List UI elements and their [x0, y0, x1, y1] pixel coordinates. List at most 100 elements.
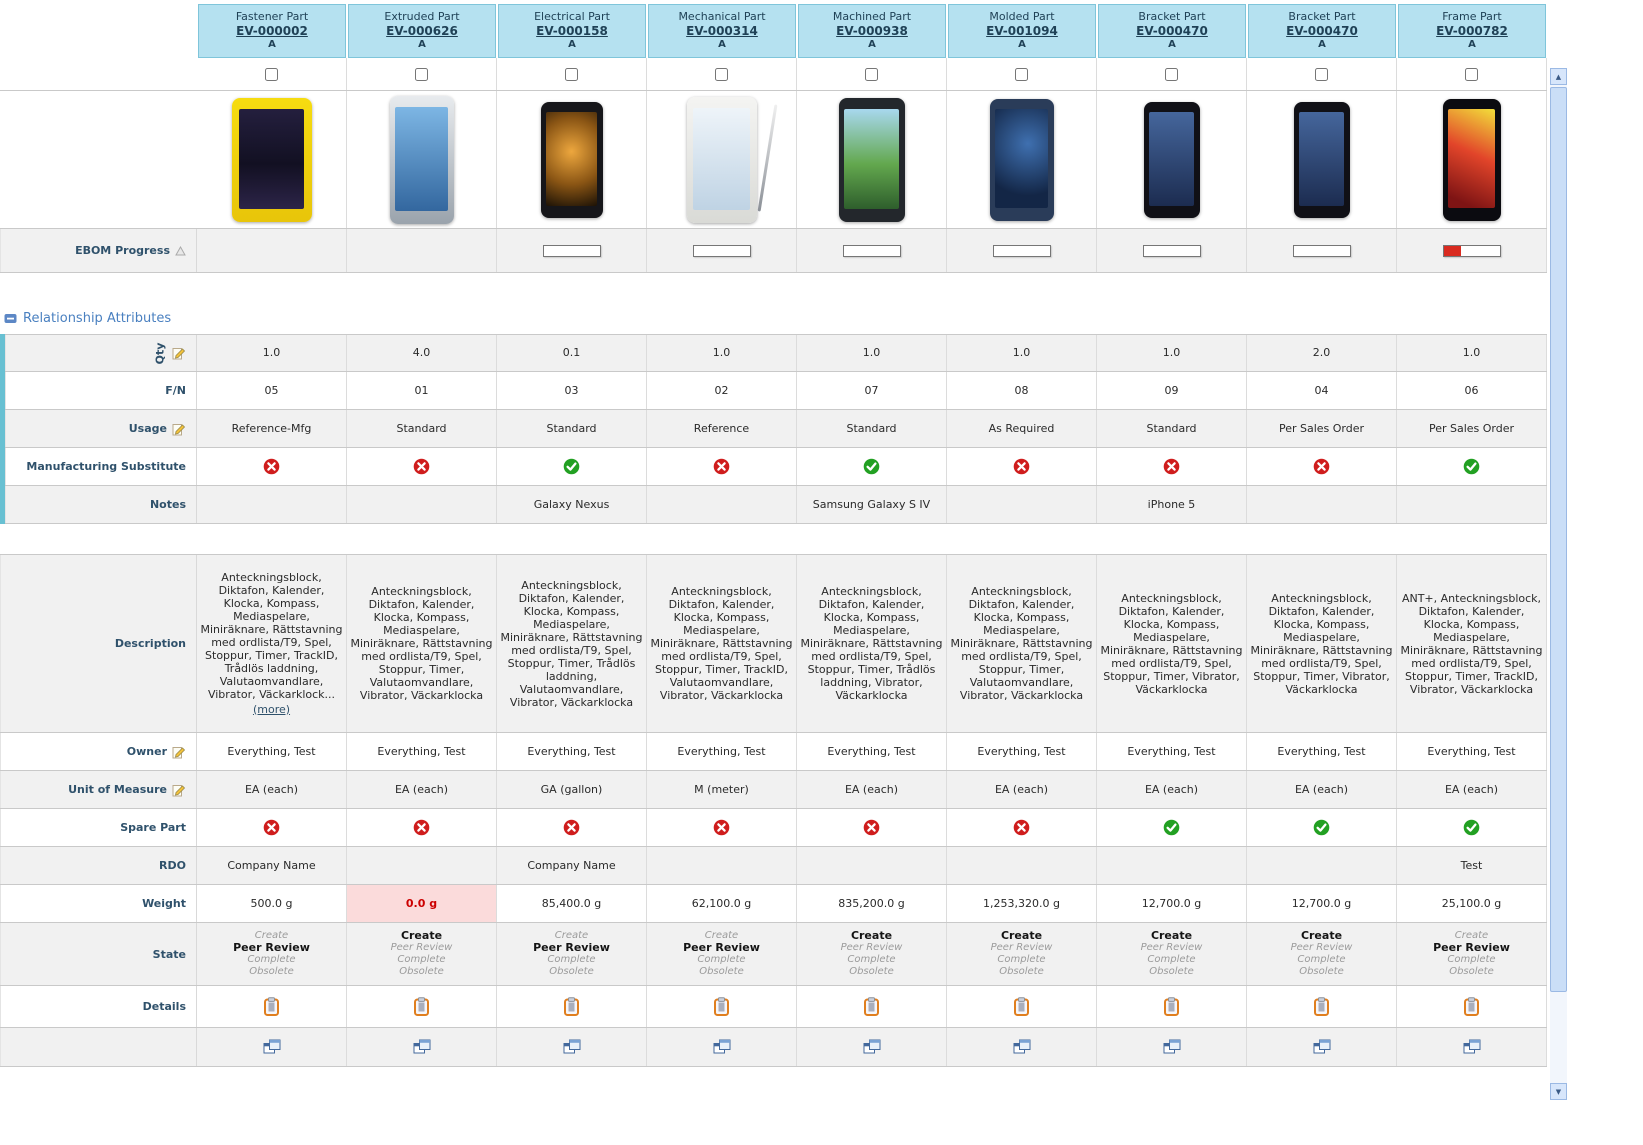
edit-pencil-icon[interactable]	[172, 422, 186, 436]
part-number-link[interactable]: EV-000002	[236, 24, 308, 38]
scrollbar-track[interactable]	[1550, 85, 1567, 1083]
state-obsolete: Obsolete	[1149, 966, 1194, 977]
compare-windows-icon[interactable]	[263, 1039, 281, 1055]
uom-label: Unit of Measure	[68, 783, 167, 796]
details-clipboard-icon[interactable]	[563, 997, 580, 1016]
select-checkbox[interactable]	[415, 67, 428, 81]
sort-icon[interactable]	[175, 245, 186, 256]
product-image[interactable]	[1293, 101, 1350, 218]
compare-windows-icon[interactable]	[1463, 1039, 1481, 1055]
details-clipboard-icon[interactable]	[1313, 997, 1330, 1016]
description-text: Anteckningsblock, Diktafon, Kalender, Kl…	[800, 585, 943, 702]
select-cell	[347, 58, 497, 90]
no-icon	[713, 458, 730, 475]
compare-windows-icon[interactable]	[563, 1039, 581, 1055]
compare-windows-icon[interactable]	[413, 1039, 431, 1055]
revision-label: A	[1468, 39, 1476, 50]
column-header: Mechanical Part EV-000314 A	[648, 4, 796, 58]
details-clipboard-icon[interactable]	[263, 997, 280, 1016]
weight-value: 1,253,320.0 g	[983, 896, 1060, 910]
select-checkbox[interactable]	[565, 67, 578, 81]
part-number-link[interactable]: EV-001094	[986, 24, 1058, 38]
revision-label: A	[418, 39, 426, 50]
scroll-down-button[interactable]: ▼	[1550, 1083, 1567, 1100]
state-cell: Create Peer Review Complete Obsolete	[497, 923, 647, 985]
product-image[interactable]	[389, 95, 454, 224]
edit-pencil-icon[interactable]	[172, 783, 186, 797]
uom-value: EA (each)	[1097, 771, 1247, 808]
details-clipboard-icon[interactable]	[413, 997, 430, 1016]
part-type: Molded Part	[989, 10, 1055, 23]
select-checkbox[interactable]	[865, 67, 878, 81]
compare-windows-icon[interactable]	[1313, 1039, 1331, 1055]
vertical-scrollbar[interactable]: ▲ ▼	[1550, 68, 1567, 1100]
revision-label: A	[868, 39, 876, 50]
product-image[interactable]	[1442, 98, 1501, 221]
details-cell	[497, 986, 647, 1027]
compare-windows-icon[interactable]	[713, 1039, 731, 1055]
qty-label: Qty	[153, 342, 167, 364]
compare-windows-icon[interactable]	[1163, 1039, 1181, 1055]
compare-label-cell	[0, 1028, 197, 1066]
rdo-value: Test	[1397, 847, 1547, 884]
ebom-progress-cell	[347, 229, 497, 272]
owner-label: Owner	[126, 745, 167, 758]
part-number-link[interactable]: EV-000314	[686, 24, 758, 38]
fn-value: 01	[347, 372, 497, 409]
ebom-progress-cell	[947, 229, 1097, 272]
compare-windows-icon[interactable]	[863, 1039, 881, 1055]
compare-windows-icon[interactable]	[1013, 1039, 1031, 1055]
weight-value: 12,700.0 g	[1291, 896, 1352, 910]
edit-pencil-icon[interactable]	[172, 745, 186, 759]
part-type: Extruded Part	[384, 10, 460, 23]
collapse-minus-icon[interactable]	[4, 312, 17, 325]
scroll-up-button[interactable]: ▲	[1550, 68, 1567, 85]
product-image[interactable]	[989, 98, 1054, 221]
select-checkbox[interactable]	[265, 67, 278, 81]
notes-value	[1247, 486, 1397, 523]
yes-icon	[563, 458, 580, 475]
fn-value: 03	[497, 372, 647, 409]
usage-value: As Required	[947, 410, 1097, 447]
state-cell: Create Peer Review Complete Obsolete	[347, 923, 497, 985]
image-cell	[347, 91, 497, 228]
edit-pencil-icon[interactable]	[172, 346, 186, 360]
part-number-link[interactable]: EV-000938	[836, 24, 908, 38]
ebom-progress-bar	[992, 244, 1051, 257]
spare_part-cell	[947, 809, 1097, 846]
description-label-cell: Description	[0, 555, 197, 732]
part-type: Machined Part	[832, 10, 912, 23]
details-clipboard-icon[interactable]	[1013, 997, 1030, 1016]
product-image[interactable]	[231, 97, 312, 222]
select-checkbox[interactable]	[1465, 67, 1478, 81]
details-clipboard-icon[interactable]	[713, 997, 730, 1016]
more-link[interactable]: (more)	[252, 702, 291, 716]
product-image[interactable]	[540, 101, 603, 218]
product-image[interactable]	[838, 97, 905, 222]
scrollbar-thumb[interactable]	[1550, 87, 1567, 992]
uom-value: EA (each)	[1397, 771, 1547, 808]
lifecycle-states: Create Peer Review Complete Obsolete	[533, 930, 610, 978]
select-checkbox[interactable]	[1015, 67, 1028, 81]
details-clipboard-icon[interactable]	[1163, 997, 1180, 1016]
mfg_substitute-cell	[947, 448, 1097, 485]
product-image[interactable]	[1143, 101, 1200, 218]
table-gap	[0, 524, 1547, 554]
ebom-progress-cell	[1247, 229, 1397, 272]
details-clipboard-icon[interactable]	[863, 997, 880, 1016]
product-image[interactable]	[686, 96, 777, 223]
part-number-link[interactable]: EV-000470	[1286, 24, 1358, 38]
part-number-link[interactable]: EV-000470	[1136, 24, 1208, 38]
part-number-link[interactable]: EV-000158	[536, 24, 608, 38]
details-clipboard-icon[interactable]	[1463, 997, 1480, 1016]
fn-value: 08	[947, 372, 1097, 409]
state-obsolete: Obsolete	[849, 966, 894, 977]
product-image-screen	[238, 108, 305, 210]
select-checkbox[interactable]	[1315, 67, 1328, 81]
state-create: Create	[254, 930, 289, 941]
part-number-link[interactable]: EV-000626	[386, 24, 458, 38]
select-checkbox[interactable]	[715, 67, 728, 81]
part-type: Fastener Part	[235, 10, 309, 23]
part-number-link[interactable]: EV-000782	[1436, 24, 1508, 38]
select-checkbox[interactable]	[1165, 67, 1178, 81]
